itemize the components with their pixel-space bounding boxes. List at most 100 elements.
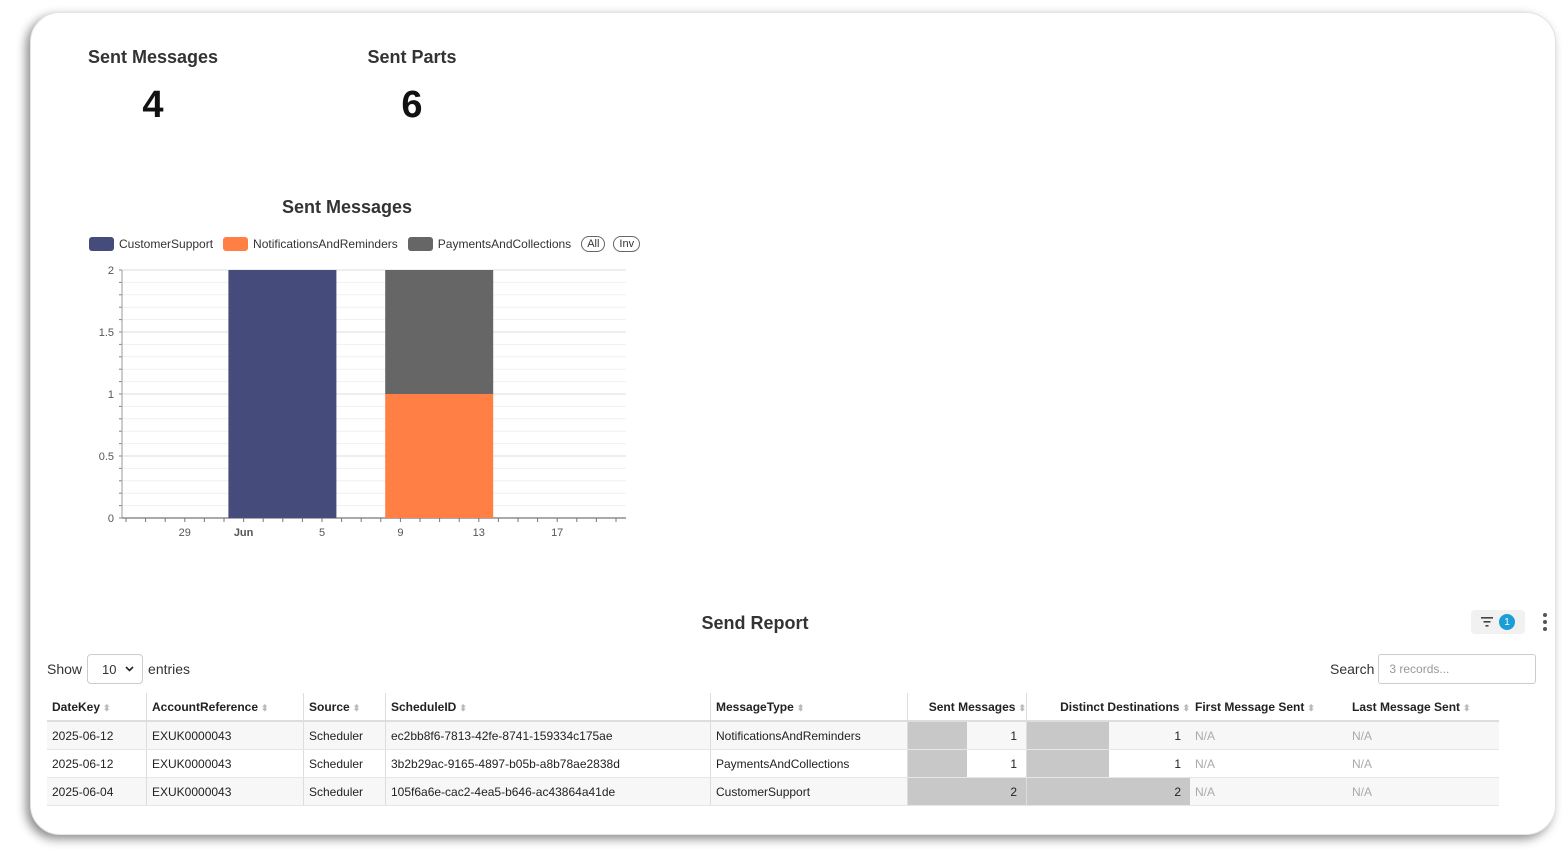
column-header-scheduleid[interactable]: ScheduleID ⬍ bbox=[385, 693, 711, 722]
column-header-last-message-sent[interactable]: Last Message Sent ⬍ bbox=[1347, 693, 1499, 722]
legend-swatch bbox=[223, 237, 249, 251]
y-tick-label: 1 bbox=[108, 389, 114, 401]
cell-distinct-destinations: 1 bbox=[1026, 721, 1190, 750]
cell-datekey: 2025-06-12 bbox=[47, 749, 147, 778]
column-header-source[interactable]: Source ⬍ bbox=[303, 693, 386, 722]
cell-value: 2 bbox=[1174, 784, 1181, 799]
legend-all-button[interactable]: All bbox=[581, 236, 606, 252]
cell-first-message-sent: N/A bbox=[1190, 749, 1347, 778]
cell-distinct-destinations: 2 bbox=[1026, 777, 1190, 806]
entries-label: entries bbox=[148, 661, 191, 677]
x-tick-label: 5 bbox=[319, 527, 325, 539]
legend-swatch bbox=[407, 237, 433, 251]
x-tick-label: 17 bbox=[551, 527, 563, 539]
legend-invert-button[interactable]: Inv bbox=[613, 236, 641, 252]
cell-value: 1 bbox=[1174, 728, 1181, 743]
data-bar-fill bbox=[1027, 750, 1109, 777]
cell-first-message-sent: N/A bbox=[1190, 777, 1347, 806]
cell-sent-messages: 2 bbox=[907, 777, 1027, 806]
cell-messagetype: NotificationsAndReminders bbox=[710, 721, 908, 750]
column-header-distinct-destinations[interactable]: Distinct Destinations ⬍ bbox=[1026, 693, 1190, 722]
filter-count-badge: 1 bbox=[1499, 614, 1515, 630]
y-tick-label: 0 bbox=[108, 513, 114, 525]
legend-item-paymentsandcollections[interactable]: PaymentsAndCollections bbox=[407, 237, 572, 251]
x-tick-label: 9 bbox=[397, 527, 403, 539]
show-label: Show bbox=[47, 661, 83, 677]
data-bar-fill bbox=[1027, 722, 1109, 749]
x-tick-label: 13 bbox=[473, 527, 485, 539]
cell-scheduleid: ec2bb8f6-7813-42fe-8741-159334c175ae bbox=[385, 721, 711, 750]
entries-value: 10 bbox=[102, 661, 117, 677]
table-row: 2025-06-12 EXUK0000043 Scheduler ec2bb8f6-7… bbox=[47, 721, 1499, 750]
cell-datekey: 2025-06-12 bbox=[47, 721, 147, 750]
bar-customersupport bbox=[228, 270, 337, 518]
cell-last-message-sent: N/A bbox=[1347, 777, 1499, 806]
legend-swatch bbox=[89, 237, 114, 251]
cell-messagetype: PaymentsAndCollections bbox=[710, 749, 908, 778]
kpi-title: Sent Messages bbox=[87, 47, 219, 67]
cell-value: 1 bbox=[1174, 756, 1181, 771]
legend-label: CustomerSupport bbox=[119, 237, 214, 251]
legend-label: PaymentsAndCollections bbox=[437, 237, 572, 251]
cell-sent-messages: 1 bbox=[907, 721, 1027, 750]
table-row: 2025-06-12 EXUK0000043 Scheduler 3b2b29ac-9… bbox=[47, 749, 1499, 778]
y-tick-label: 1.5 bbox=[99, 327, 114, 339]
cell-scheduleid: 105f6a6e-cac2-4ea5-b646-ac43864a41de bbox=[385, 777, 711, 806]
cell-messagetype: CustomerSupport bbox=[710, 777, 908, 806]
x-tick-label: 29 bbox=[179, 527, 191, 539]
column-header-sent-messages[interactable]: Sent Messages ⬍ bbox=[907, 693, 1027, 722]
x-tick-label: Jun bbox=[234, 527, 254, 539]
entries-select[interactable]: 10 bbox=[87, 654, 144, 684]
cell-source: Scheduler bbox=[303, 777, 386, 806]
kpi-value: 6 bbox=[401, 84, 423, 126]
cell-source: Scheduler bbox=[303, 749, 386, 778]
data-bar-fill bbox=[908, 750, 967, 777]
cell-last-message-sent: N/A bbox=[1347, 721, 1499, 750]
send-report-table: DateKey ⬍ AccountReference ⬍ Source ⬍ Sched… bbox=[47, 693, 1499, 806]
y-tick-label: 0.5 bbox=[99, 451, 114, 463]
filter-button[interactable]: 1 bbox=[1471, 610, 1525, 634]
legend-item-notificationsandreminders[interactable]: NotificationsAndReminders bbox=[223, 237, 398, 251]
report-title: Send Report bbox=[701, 613, 809, 633]
show-entries: Show 10 entries bbox=[47, 654, 190, 684]
more-options-icon[interactable] bbox=[1538, 611, 1552, 633]
legend-label: NotificationsAndReminders bbox=[253, 237, 398, 251]
cell-accountreference: EXUK0000043 bbox=[146, 721, 304, 750]
y-tick-label: 2 bbox=[108, 265, 114, 277]
data-bar-fill bbox=[908, 722, 967, 749]
cell-first-message-sent: N/A bbox=[1190, 721, 1347, 750]
column-header-accountreference[interactable]: AccountReference ⬍ bbox=[146, 693, 304, 722]
cell-last-message-sent: N/A bbox=[1347, 749, 1499, 778]
chevron-down-icon bbox=[125, 666, 134, 672]
cell-value: 1 bbox=[1010, 728, 1017, 743]
filter-icon bbox=[1481, 617, 1493, 627]
cell-value: 1 bbox=[1010, 756, 1017, 771]
search-area: Search 3 records... bbox=[1330, 654, 1537, 684]
kpi-title: Sent Parts bbox=[367, 47, 457, 67]
cell-source: Scheduler bbox=[303, 721, 386, 750]
legend-item-customersupport[interactable]: CustomerSupport bbox=[89, 237, 213, 251]
column-header-first-message-sent[interactable]: First Message Sent ⬍ bbox=[1190, 693, 1347, 722]
column-header-datekey[interactable]: DateKey ⬍ bbox=[47, 693, 147, 722]
search-label: Search bbox=[1330, 661, 1375, 677]
data-bar-fill bbox=[908, 778, 1026, 805]
cell-datekey: 2025-06-04 bbox=[47, 777, 147, 806]
bar-paymentsandcollections bbox=[385, 270, 494, 394]
table-row: 2025-06-04 EXUK0000043 Scheduler 105f6a6e-c… bbox=[47, 777, 1499, 806]
stacked-bar-chart: 0 0.5 1 1.5 2 29 Jun 5 9 13 17 bbox=[99, 265, 626, 539]
column-header-messagetype[interactable]: MessageType ⬍ bbox=[710, 693, 908, 722]
kpi-value: 4 bbox=[142, 84, 164, 126]
search-input[interactable]: 3 records... bbox=[1378, 654, 1537, 684]
table-header-row: DateKey ⬍ AccountReference ⬍ Source ⬍ Sched… bbox=[47, 693, 1499, 722]
chart-title: Sent Messages bbox=[281, 197, 413, 217]
data-bar-fill bbox=[1027, 778, 1190, 805]
cell-scheduleid: 3b2b29ac-9165-4897-b05b-a8b78ae2838d bbox=[385, 749, 711, 778]
kpi-sent-messages: Sent Messages 4 bbox=[53, 47, 253, 127]
chart-legend: CustomerSupport NotificationsAndReminder… bbox=[89, 236, 648, 252]
bar-notificationsandreminders bbox=[385, 394, 494, 518]
cell-value: 2 bbox=[1010, 784, 1017, 799]
cell-accountreference: EXUK0000043 bbox=[146, 749, 304, 778]
cell-sent-messages: 1 bbox=[907, 749, 1027, 778]
kpi-sent-parts: Sent Parts 6 bbox=[312, 47, 512, 127]
cell-distinct-destinations: 1 bbox=[1026, 749, 1190, 778]
